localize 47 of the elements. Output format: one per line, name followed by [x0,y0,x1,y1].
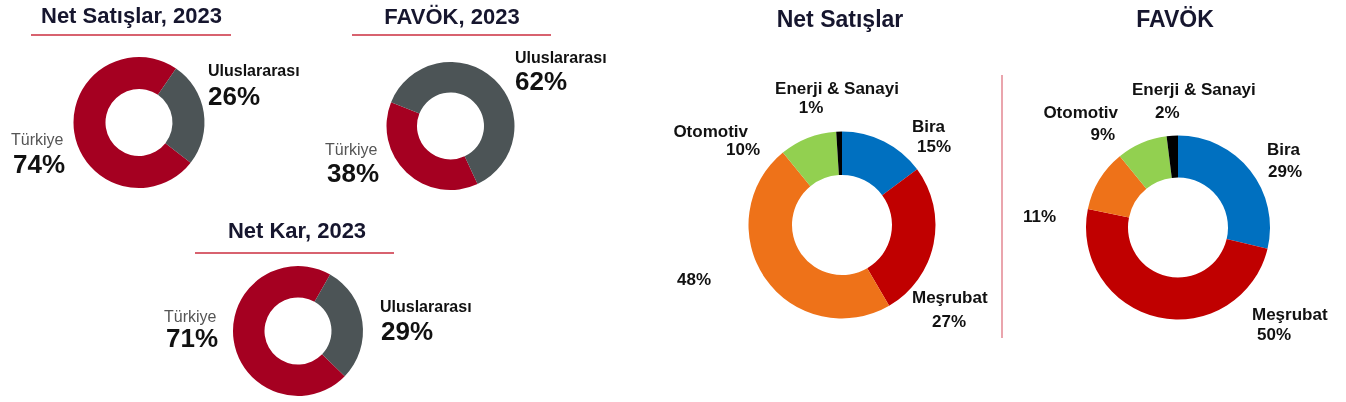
chart-title: Net Satışlar [776,6,904,32]
data-label: 11% [1023,207,1057,226]
data-label: 29% [1268,162,1303,181]
data-label: 1% [798,98,824,117]
chart-title: FAVÖK, 2023 [384,4,520,29]
data-label: 27% [932,312,967,331]
slice-label: Uluslararası [208,62,300,79]
data-label: 48% [677,270,712,289]
slice-label: Bira [912,117,946,136]
slice-label: Uluslararası [380,298,472,315]
donut-slice [391,62,515,184]
data-label: 9% [1090,125,1115,144]
data-label: 2% [1155,103,1180,122]
slice-label: Türkiye [11,131,64,148]
data-label: 62% [515,66,568,96]
data-label: 15% [917,137,952,156]
chart-title: Net Kar, 2023 [227,218,367,243]
donut-slice [782,131,839,187]
slice-label: Bira [1267,140,1301,159]
slice-label: Meşrubat [1252,305,1328,324]
slice-label: Meşrubat [912,288,988,307]
slice-label: Otomotiv [673,122,749,141]
donut-slice [836,131,842,176]
chart-title: Net Satışlar, 2023 [40,3,223,28]
slice-label: Türkiye [325,141,378,158]
slice-label: Türkiye [164,308,217,325]
chart-title: FAVÖK [1136,6,1215,32]
donut-slice [386,102,478,190]
data-label: 10% [725,140,760,159]
data-label: 50% [1257,325,1292,344]
donut-slice [1119,136,1172,189]
donut-slice [233,266,345,396]
data-label: 38% [327,158,380,188]
data-label: 26% [208,81,261,111]
donut-slice [157,68,205,163]
slice-label: Enerji & Sanayi [775,79,899,98]
donut-slice [1166,135,1178,178]
donut-slice [73,57,191,188]
data-label: 74% [13,149,66,179]
data-label: 29% [381,316,434,346]
donut-slice [842,131,918,196]
donut-slice [314,274,363,377]
slice-label: Otomotiv [1043,103,1119,122]
slice-label: Uluslararası [515,49,607,66]
donut-slice [1178,135,1270,249]
slice-label: Enerji & Sanayi [1132,80,1256,99]
donut-slice [1087,156,1147,218]
